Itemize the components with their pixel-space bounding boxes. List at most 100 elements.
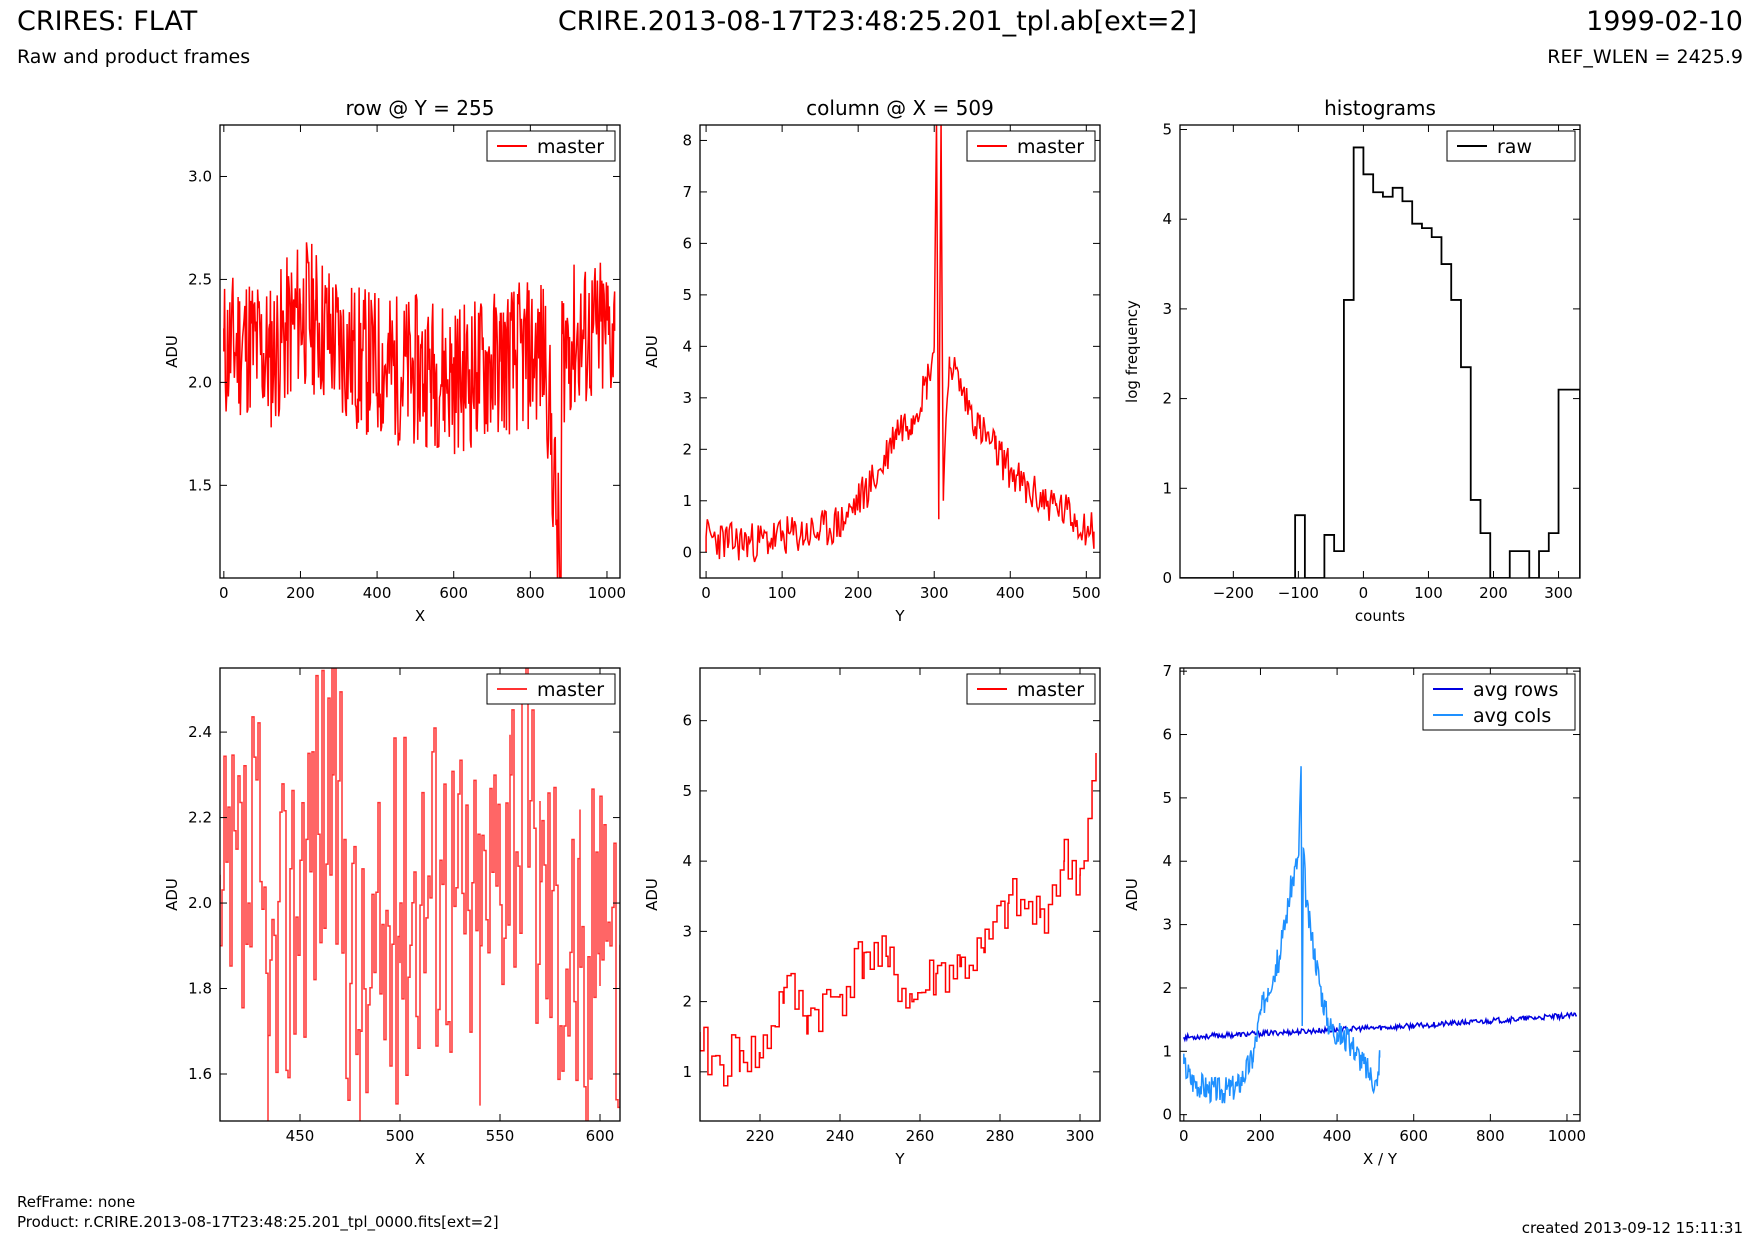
chart-title: histograms (1324, 96, 1436, 120)
y-tick-label: 4 (1162, 852, 1172, 870)
chart-histograms: −200 −100 0 100 200 300 0 1 2 3 4 5 histograms counts… (1123, 96, 1581, 625)
y-tick-label: 0 (682, 543, 692, 561)
y-tick-label: 1 (682, 1063, 692, 1081)
axes-frame (219, 124, 621, 579)
x-tick-label: 0 (701, 584, 711, 602)
legend-entry: avg cols (1473, 705, 1551, 727)
x-tick-label: 240 (826, 1127, 855, 1145)
y-tick-label: 2 (1162, 979, 1172, 997)
y-tick-label: 1 (1162, 1042, 1172, 1060)
x-tick-label: 0 (219, 584, 229, 602)
x-tick-label: 200 (844, 584, 873, 602)
y-tick-label: 5 (1162, 120, 1172, 138)
axes-frame (1179, 124, 1581, 579)
axes-frame (699, 124, 1101, 579)
y-axis-label: ADU (643, 878, 661, 911)
y-tick-label: 2.2 (188, 809, 212, 827)
x-tick-label: 500 (1072, 584, 1101, 602)
legend-entry: raw (1497, 136, 1532, 158)
x-tick-label: 1000 (1548, 1127, 1586, 1145)
y-tick-label: 3.0 (188, 167, 212, 185)
y-tick-label: 1 (1162, 479, 1172, 497)
y-axis-label: ADU (1123, 878, 1141, 911)
plot-area (220, 668, 620, 1121)
x-axis-label: X (415, 1150, 425, 1168)
y-tick-label: 5 (682, 286, 692, 304)
legend-box (486, 130, 616, 162)
chart-averages: 0 200 400 600 800 1000 0 1 2 3 4 5 6 7 X / Y ADU avg row… (1123, 662, 1586, 1168)
x-tick-label: 600 (1399, 1127, 1428, 1145)
x-tick-label: 450 (286, 1127, 315, 1145)
x-tick-label: 400 (1323, 1127, 1352, 1145)
y-tick-label: 2 (682, 993, 692, 1011)
y-tick-label: 5 (1162, 789, 1172, 807)
legend-entry: master (537, 136, 604, 158)
y-tick-label: 7 (1162, 662, 1172, 680)
legend-entry: avg rows (1473, 679, 1558, 701)
legend-box (1422, 673, 1576, 731)
y-axis-label: log frequency (1123, 300, 1141, 403)
y-tick-label: 1 (682, 492, 692, 510)
axes-frame (699, 667, 1101, 1122)
axes-frame (1179, 667, 1581, 1122)
y-axis-label: ADU (163, 335, 181, 368)
x-tick-label: 100 (768, 584, 797, 602)
x-tick-label: 220 (746, 1127, 775, 1145)
chart-column: 0 100 200 300 400 500 0 1 2 3 4 5 6 7 8 column @ X = 50… (643, 96, 1101, 625)
y-tick-label: 4 (1162, 210, 1172, 228)
y-tick-label: 2 (682, 440, 692, 458)
plot-area (1183, 766, 1577, 1104)
x-axis-label: Y (894, 1150, 905, 1168)
y-tick-label: 0 (1162, 569, 1172, 587)
y-tick-label: 1.8 (188, 980, 212, 998)
y-axis-label: ADU (163, 878, 181, 911)
x-tick-label: 260 (906, 1127, 935, 1145)
chart-row: 0 200 400 600 800 1000 1.5 2.0 2.5 3.0 row @ Y = 2… (163, 96, 626, 625)
y-tick-label: 6 (682, 712, 692, 730)
y-tick-label: 1.5 (188, 476, 212, 494)
legend-entry: master (1017, 136, 1084, 158)
y-tick-label: 2.5 (188, 270, 212, 288)
chart-title: column @ X = 509 (806, 96, 994, 120)
x-tick-label: 0 (1359, 584, 1369, 602)
x-tick-label: 280 (986, 1127, 1015, 1145)
x-tick-label: 500 (386, 1127, 415, 1145)
y-axis-label: ADU (643, 335, 661, 368)
x-tick-label: 400 (996, 584, 1025, 602)
series-line-avg-cols (1183, 766, 1381, 1104)
x-tick-label: 550 (486, 1127, 515, 1145)
chart-row-zoom: 450 500 550 600 1.6 1.8 2.0 2.2 2.4 X ADU master (163, 667, 621, 1168)
y-tick-label: 2.4 (188, 723, 212, 741)
x-tick-label: 100 (1414, 584, 1443, 602)
ref-frame-label: RefFrame: none (17, 1193, 136, 1211)
y-tick-label: 2 (1162, 390, 1172, 408)
x-tick-label: 800 (1476, 1127, 1505, 1145)
chart-title: row @ Y = 255 (346, 96, 495, 120)
y-tick-label: 0 (1162, 1106, 1172, 1124)
x-tick-label: 300 (920, 584, 949, 602)
x-axis-label: Y (894, 607, 905, 625)
series-line-master (220, 668, 620, 1121)
x-axis-label: counts (1355, 607, 1405, 625)
axes-frame (219, 667, 621, 1122)
product-label: Product: r.CRIRE.2013-08-17T23:48:25.201… (17, 1213, 499, 1231)
x-tick-label: 0 (1179, 1127, 1189, 1145)
plot-area (223, 242, 616, 578)
x-tick-label: 200 (286, 584, 315, 602)
series-line-master (705, 125, 1095, 563)
y-tick-label: 3 (1162, 300, 1172, 318)
y-tick-label: 7 (682, 183, 692, 201)
y-tick-label: 3 (682, 389, 692, 407)
x-tick-label: 600 (586, 1127, 615, 1145)
x-tick-label: 300 (1544, 584, 1573, 602)
x-axis-label: X / Y (1363, 1150, 1398, 1168)
legend-entry: master (537, 679, 604, 701)
file-title: CRIRE.2013-08-17T23:48:25.201_tpl.ab[ext… (557, 6, 1198, 37)
series-line-master (223, 242, 616, 578)
date-label: 1999-02-10 (1586, 6, 1743, 37)
x-tick-label: 400 (363, 584, 392, 602)
y-tick-label: 3 (1162, 916, 1172, 934)
x-tick-label: −100 (1278, 584, 1319, 602)
x-tick-label: 300 (1066, 1127, 1095, 1145)
y-tick-label: 6 (682, 234, 692, 252)
